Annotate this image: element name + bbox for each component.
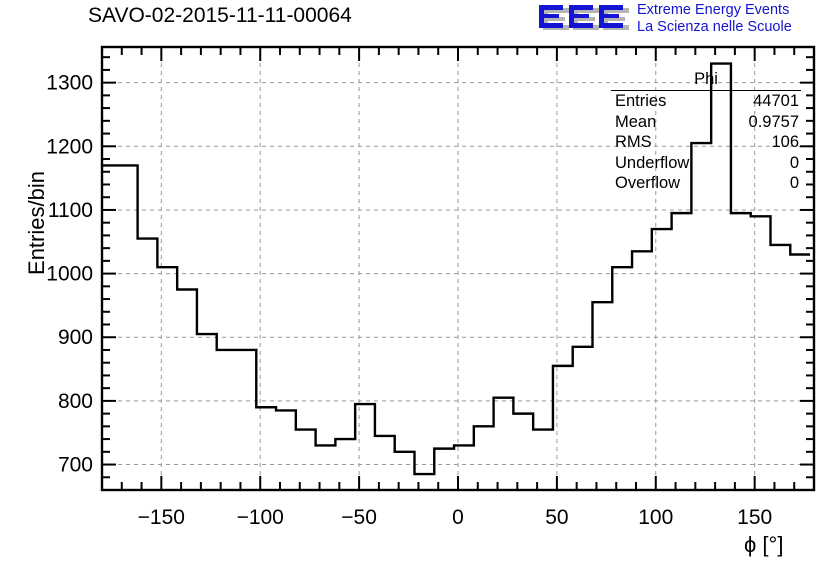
stats-row-label: Overflow	[615, 174, 681, 192]
page-title: SAVO-02-2015-11-11-00064	[88, 4, 352, 27]
y-tick-label: 900	[58, 326, 93, 349]
stats-row-label: Mean	[615, 112, 657, 131]
y-tick-labels: 700 800 900 1000 1100 1200 1300	[46, 72, 93, 477]
stats-row-value: 0	[789, 174, 799, 192]
histogram-steps	[102, 62, 811, 476]
stats-row-value: 0.9757	[748, 112, 799, 131]
stats-box-rows: Entries 44701 Mean 0.9757 RMS 106 Underflow 0 Ov…	[611, 91, 801, 194]
plot-frame	[100, 45, 816, 492]
stats-row: Mean 0.9757	[611, 112, 801, 133]
stats-row: Underflow 0	[611, 153, 801, 174]
stats-row: Entries 44701	[611, 91, 801, 112]
y-tick-label: 1200	[46, 135, 93, 158]
eee-logo-line1: Extreme Energy Events	[637, 2, 790, 18]
stats-row-label: RMS	[615, 133, 652, 151]
axis-frame	[100, 45, 816, 492]
gridlines	[102, 47, 814, 490]
y-tick-label: 1100	[48, 199, 93, 222]
x-tick-label: 150	[737, 506, 772, 529]
y-tick-label: 700	[58, 454, 93, 477]
x-tick-label: −100	[237, 506, 284, 529]
y-tick-label: 1300	[46, 72, 93, 95]
axis-ticks	[101, 47, 815, 491]
y-tick-label: 1000	[46, 263, 93, 286]
stats-row-value: 106	[771, 133, 799, 151]
histogram-outline	[102, 62, 811, 476]
y-tick-label: 800	[58, 390, 93, 413]
x-tick-labels: −150 −100 −50 0 50 100 150	[138, 506, 773, 529]
stats-row-value: 44701	[753, 92, 799, 110]
x-axis-title: ϕ [°]	[744, 532, 784, 557]
eee-logo-text: Extreme Energy Events La Scienza nelle S…	[637, 2, 792, 36]
eee-logo-line2: La Scienza nelle Scuole	[637, 19, 792, 35]
x-tick-label: 0	[452, 506, 464, 529]
x-tick-label: 50	[545, 506, 568, 529]
stats-row: RMS 106	[611, 132, 801, 153]
eee-logo: Extreme Energy Events La Scienza nelle S…	[537, 2, 833, 38]
stats-row: Overflow 0	[611, 173, 801, 194]
x-tick-label: −150	[138, 506, 185, 529]
stats-row-value: 0	[789, 153, 799, 172]
stats-row-label: Underflow	[615, 153, 690, 172]
eee-logo-mark	[539, 5, 629, 30]
x-tick-label: −50	[341, 506, 377, 529]
stats-box-title: Phi	[611, 70, 801, 91]
stats-box: Phi Entries 44701 Mean 0.9757 RMS 106 Underflo…	[611, 70, 801, 194]
x-tick-label: 100	[638, 506, 673, 529]
stats-row-label: Entries	[615, 92, 667, 110]
